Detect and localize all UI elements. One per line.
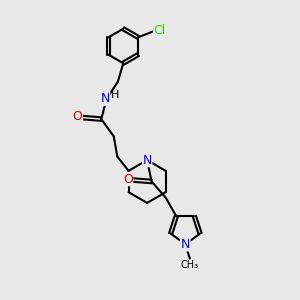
Text: N: N bbox=[142, 154, 152, 166]
Text: CH₃: CH₃ bbox=[181, 260, 199, 270]
Text: H: H bbox=[111, 90, 119, 100]
Text: O: O bbox=[73, 110, 82, 123]
Text: O: O bbox=[123, 172, 133, 186]
Text: Cl: Cl bbox=[154, 24, 166, 37]
Text: N: N bbox=[181, 238, 190, 251]
Text: N: N bbox=[100, 92, 110, 105]
